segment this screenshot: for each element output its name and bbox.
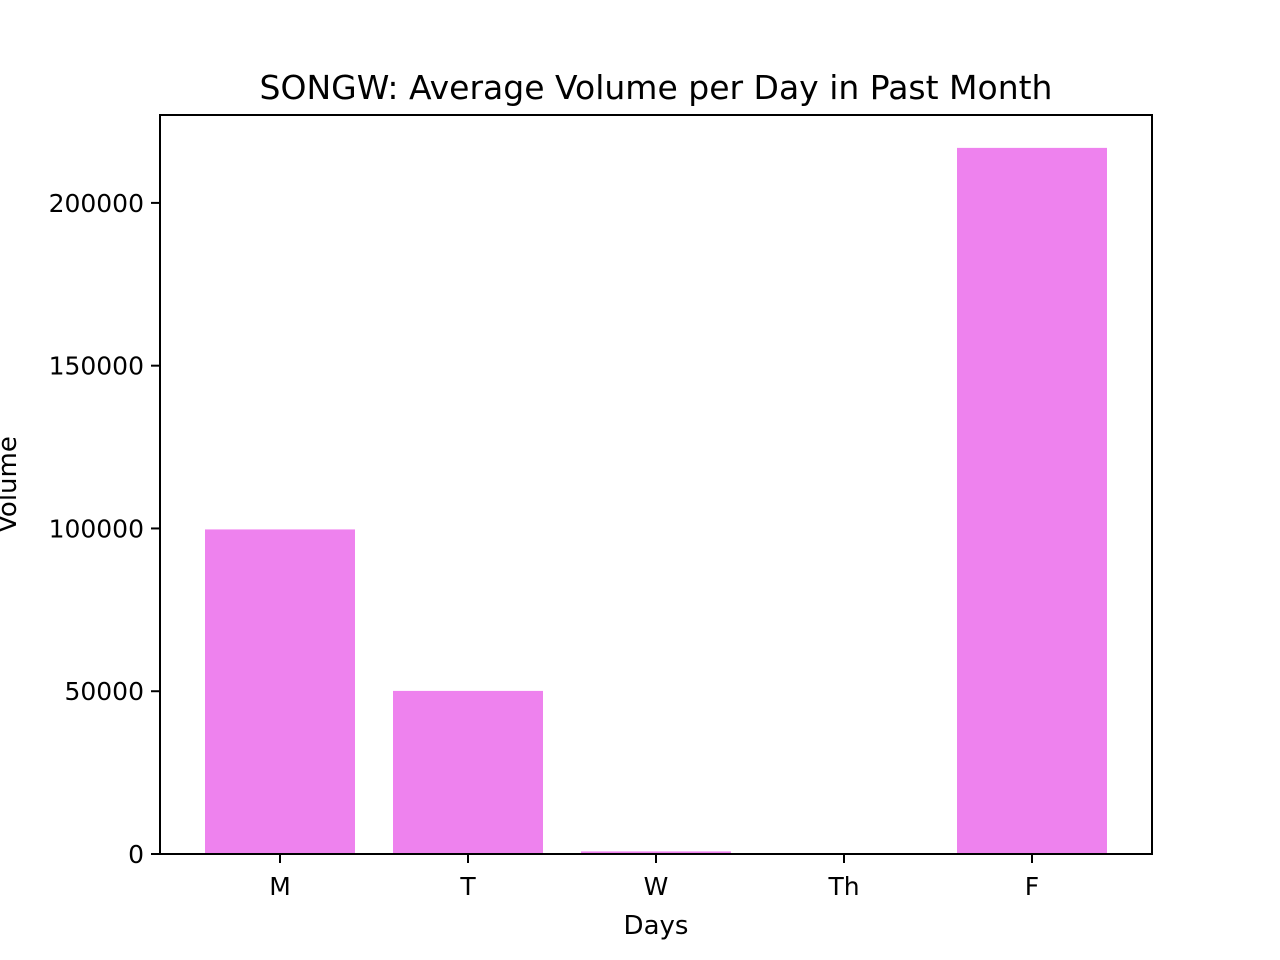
bar-w <box>581 851 731 854</box>
bar-t <box>393 690 543 854</box>
y-tick-label: 200000 <box>49 189 144 218</box>
plot-frame <box>159 114 1153 855</box>
x-tick-label: W <box>644 872 669 901</box>
y-tick-label: 100000 <box>49 514 144 543</box>
y-axis-ticks: 0 50000 100000 150000 200000 <box>49 189 160 869</box>
x-axis-label: Days <box>624 911 689 941</box>
x-tick-label: Th <box>827 872 859 901</box>
y-tick-label: 150000 <box>49 352 144 381</box>
chart-title: SONGW: Average Volume per Day in Past Mo… <box>260 68 1053 107</box>
x-axis-ticks: M T W Th F <box>269 854 1039 901</box>
y-axis-label: Volume <box>0 436 23 533</box>
x-tick-label: M <box>269 872 291 901</box>
y-tick-label: 0 <box>128 840 144 869</box>
x-tick-label: F <box>1025 872 1039 901</box>
bar-f <box>957 147 1107 854</box>
y-tick-label: 50000 <box>64 677 144 706</box>
bar-m <box>205 529 355 854</box>
bars-group <box>205 147 1107 854</box>
x-tick-label: T <box>459 872 476 901</box>
